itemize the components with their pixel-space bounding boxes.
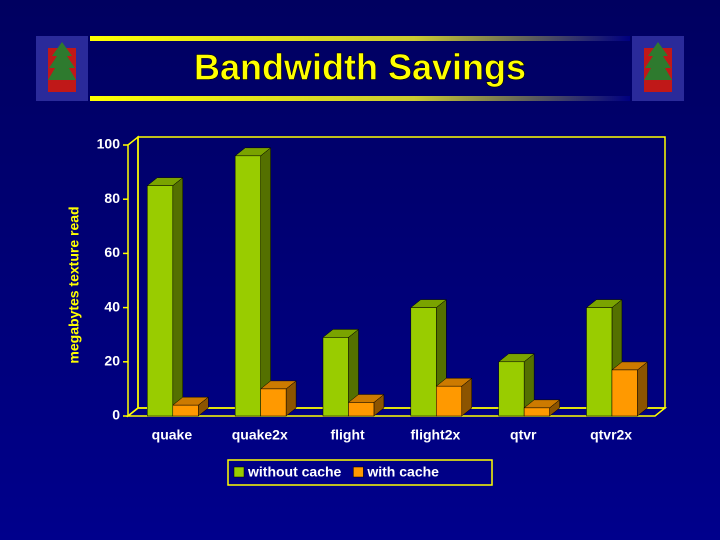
bar	[322, 337, 349, 417]
y-tick-label: 0	[112, 407, 120, 423]
bar-side	[172, 177, 184, 417]
bar	[611, 369, 638, 417]
legend-label: without cache	[247, 464, 342, 480]
logo	[632, 36, 684, 101]
bar	[498, 361, 525, 417]
bar	[234, 155, 261, 417]
bar	[586, 307, 613, 417]
legend-swatch	[233, 466, 245, 478]
banner-line	[90, 96, 630, 101]
legend-swatch	[353, 466, 364, 478]
y-tick-label: 80	[104, 190, 120, 206]
bar-side	[260, 147, 271, 417]
y-axis-label: megabytes texture read	[66, 206, 82, 363]
x-tick-label: qtvr	[510, 427, 537, 443]
x-tick-label: quake2x	[232, 427, 288, 443]
bar	[260, 388, 287, 417]
plot-area	[125, 135, 668, 418]
bar	[147, 185, 174, 417]
x-tick-label: quake	[152, 427, 193, 443]
bar	[172, 404, 199, 417]
x-tick-label: flight2x	[411, 427, 461, 443]
y-tick-label: 100	[97, 136, 121, 152]
bar	[410, 307, 437, 417]
bar	[523, 407, 550, 417]
logo	[36, 36, 88, 101]
slide-title: Bandwidth Savings	[194, 47, 526, 88]
bar-side	[637, 361, 648, 417]
legend-box	[227, 459, 493, 486]
y-tick-label: 40	[104, 298, 120, 314]
banner-line	[90, 36, 630, 41]
y-tick-label: 60	[104, 244, 120, 260]
x-tick-label: flight	[330, 427, 365, 443]
y-tick-label: 20	[104, 353, 120, 369]
x-tick-label: qtvr2x	[590, 427, 632, 443]
bar	[436, 385, 463, 417]
bar	[348, 402, 375, 417]
legend-label: with cache	[366, 464, 439, 480]
